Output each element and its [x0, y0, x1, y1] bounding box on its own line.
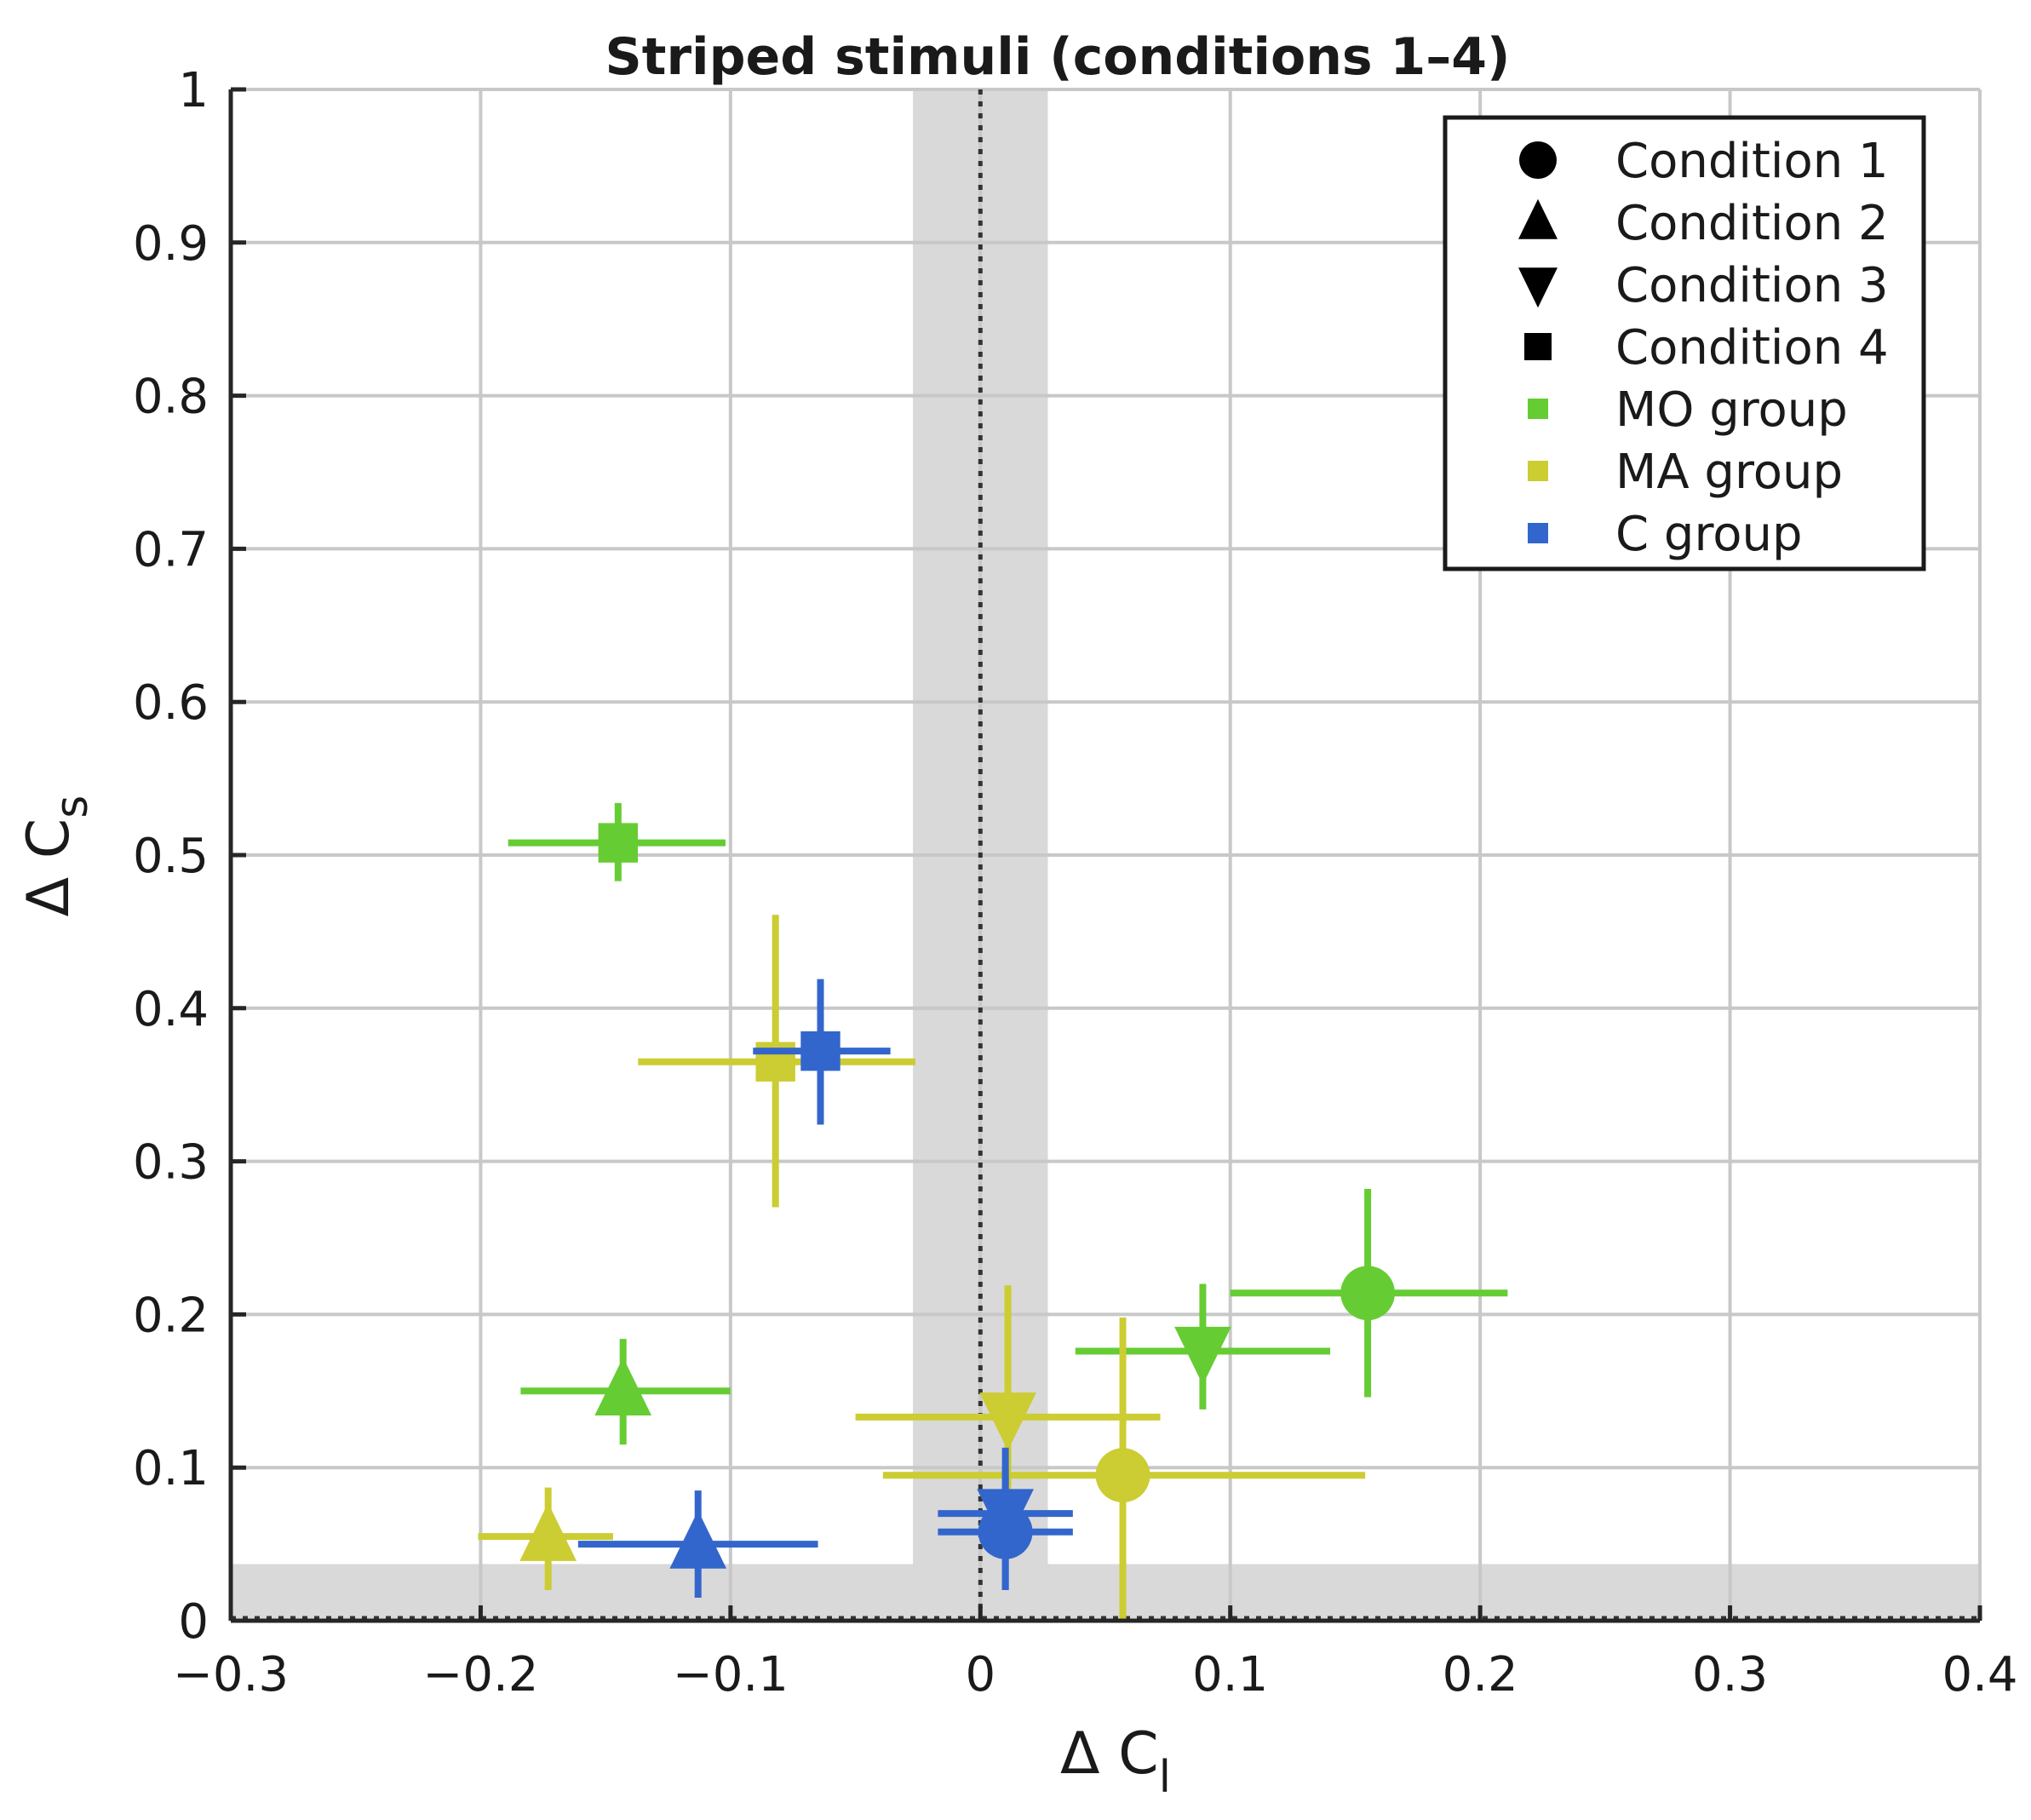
c-group-condition-4-point	[800, 1031, 841, 1071]
ma-group-condition-1-point	[1095, 1448, 1150, 1503]
y-axis-label: Δ Cs	[15, 795, 98, 917]
y-tick-label: 0.3	[133, 1135, 209, 1191]
x-axis-label: Δ Cl	[1060, 1720, 1171, 1803]
y-tick-label: 0.5	[133, 829, 209, 884]
legend-label: Condition 3	[1615, 258, 1889, 313]
x-tick-label: −0.1	[673, 1647, 789, 1702]
y-tick-label: 0.6	[133, 675, 209, 731]
x-tick-label: 0.4	[1942, 1647, 2017, 1702]
y-tick-label: 0	[178, 1594, 209, 1650]
horizontal-null-band	[231, 1564, 1980, 1621]
c-group-condition-2-point	[669, 1510, 727, 1569]
x-axis-label-sub: l	[1159, 1752, 1171, 1803]
legend-label: Condition 1	[1615, 134, 1889, 189]
mo-group-condition-3-point	[1174, 1326, 1231, 1386]
legend-color-swatch-icon	[1528, 399, 1548, 419]
legend-label: MO group	[1615, 382, 1848, 438]
ma-group-condition-2-point	[519, 1502, 577, 1561]
legend-label: Condition 2	[1615, 196, 1889, 251]
chart-title: Striped stimuli (conditions 1–4)	[605, 27, 1511, 87]
mo-group-condition-1-point	[1340, 1266, 1395, 1321]
mo-group-condition-2-point	[594, 1357, 652, 1416]
legend-color-swatch-icon	[1528, 461, 1548, 481]
legend-circle-icon	[1519, 141, 1557, 179]
legend-color-swatch-icon	[1528, 523, 1548, 543]
y-tick-labels: 0 0.1 0.2 0.3 0.4 0.5 0.6 0.7 0.8 0.9 1	[133, 63, 209, 1650]
y-axis-label-main: Δ C	[15, 818, 83, 917]
legend-triangle-down-icon	[1518, 267, 1558, 308]
legend-square-icon	[1524, 333, 1552, 360]
x-tick-labels: −0.3 −0.2 −0.1 0 0.1 0.2 0.3 0.4	[173, 1647, 2018, 1702]
x-tick-label: 0	[965, 1647, 995, 1702]
x-tick-label: 0.3	[1692, 1647, 1768, 1702]
x-tick-label: 0.1	[1192, 1647, 1268, 1702]
legend-triangle-up-icon	[1518, 198, 1558, 239]
legend-label: Condition 4	[1615, 320, 1889, 376]
y-tick-label: 0.7	[133, 522, 209, 577]
data-series	[478, 802, 1508, 1621]
reference-lines	[231, 89, 1980, 1621]
series-ma-group	[478, 915, 1366, 1621]
y-tick-label: 0.2	[133, 1288, 209, 1343]
x-tick-label: −0.3	[173, 1647, 289, 1702]
legend-label: MA group	[1615, 445, 1843, 500]
legend: Condition 1 Condition 2 Condition 3 Conditi…	[1443, 115, 1926, 571]
x-tick-label: 0.2	[1443, 1647, 1518, 1702]
axes	[228, 87, 1982, 1623]
series-mo-group	[508, 802, 1508, 1445]
series-c-group	[577, 979, 1073, 1599]
y-axis-label-sub: s	[47, 795, 98, 818]
y-tick-label: 0.1	[133, 1441, 209, 1496]
mo-group-condition-4-point	[598, 823, 639, 863]
x-tick-label: −0.2	[422, 1647, 538, 1702]
y-tick-label: 0.8	[133, 370, 209, 425]
y-tick-label: 0.4	[133, 982, 209, 1037]
x-axis-label-main: Δ C	[1060, 1720, 1159, 1788]
ma-group-condition-3-point	[979, 1392, 1036, 1451]
y-tick-label: 1	[178, 63, 209, 118]
y-tick-label: 0.9	[133, 216, 209, 272]
legend-label: C group	[1615, 507, 1803, 562]
c-group-condition-3-point	[977, 1489, 1034, 1547]
